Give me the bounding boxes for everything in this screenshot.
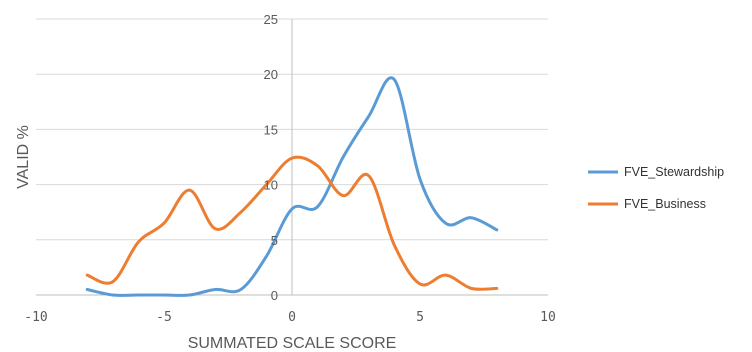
y-tick-label: 10 (264, 178, 278, 193)
series-lines (85, 76, 499, 297)
x-tick-label: 10 (540, 310, 556, 325)
legend-label-fve-stewardship: FVE_Stewardship (624, 165, 724, 179)
y-tick-label: 15 (264, 122, 278, 137)
legend-label-fve-business: FVE_Business (624, 197, 706, 211)
x-tick-label: -10 (24, 310, 47, 325)
y-tick-label: 5 (271, 233, 278, 248)
y-axis-title: VALID % (15, 125, 32, 189)
x-tick-label: -5 (156, 310, 172, 325)
series-line-fve-stewardship (85, 76, 499, 297)
x-tick-label: 0 (288, 310, 296, 325)
x-tick-label: 5 (416, 310, 424, 325)
y-tick-label: 20 (264, 67, 278, 82)
series-line-fve-business (85, 155, 499, 291)
tick-labels: 0 5 10 15 20 25 -10 -5 0 5 10 (24, 12, 556, 325)
legend: FVE_Stewardship FVE_Business (588, 165, 724, 211)
y-tick-label: 0 (271, 288, 278, 303)
y-tick-label: 25 (264, 12, 278, 27)
x-axis-title: SUMMATED SCALE SCORE (188, 335, 397, 352)
